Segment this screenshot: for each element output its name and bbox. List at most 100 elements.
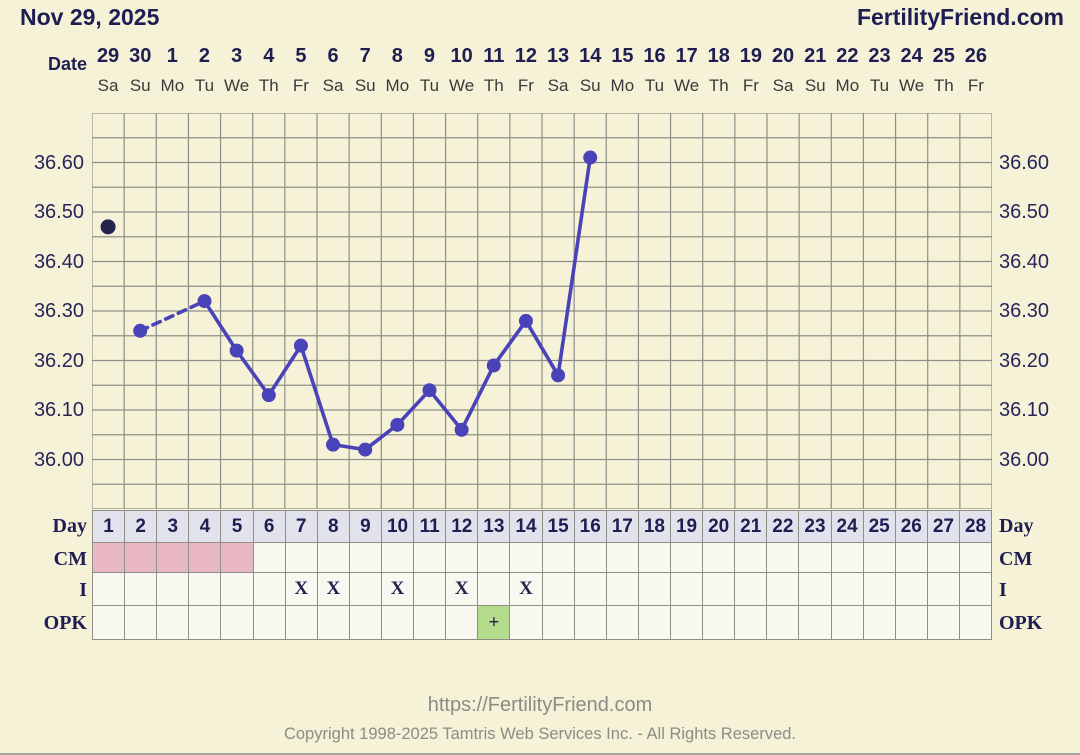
day-number-cell[interactable]: 23	[799, 511, 832, 542]
day-number-cell[interactable]: 17	[606, 511, 639, 542]
date-cell: 29	[96, 45, 120, 67]
intercourse-cell-marked: X	[510, 573, 543, 605]
day-number-cell[interactable]: 3	[157, 511, 190, 542]
day-number-cell[interactable]: 7	[285, 511, 318, 542]
cm-cell	[510, 543, 543, 572]
day-number-cell[interactable]: 15	[542, 511, 575, 542]
temp-dot[interactable]	[454, 422, 469, 437]
weekday-cell: Fr	[967, 76, 984, 95]
weekday-cell: Sa	[547, 76, 569, 95]
day-number-cell[interactable]: 16	[574, 511, 607, 542]
cm-cell	[574, 543, 607, 572]
date-cell: 25	[932, 45, 955, 67]
day-number-cell[interactable]: 11	[414, 511, 447, 542]
cm-cell	[253, 543, 286, 572]
day-number-cell[interactable]: 18	[638, 511, 671, 542]
day-number-cell[interactable]: 20	[703, 511, 736, 542]
cm-cell	[831, 543, 864, 572]
day-number-cell[interactable]: 22	[767, 511, 800, 542]
opk-cell	[414, 606, 447, 639]
weekday-cell: Tu	[419, 76, 440, 95]
day-number-cell[interactable]: 27	[927, 511, 960, 542]
day-number-cell[interactable]: 26	[895, 511, 928, 542]
day-number-cell[interactable]: 4	[189, 511, 222, 542]
i-row-label-left: I	[79, 579, 87, 601]
temp-dot[interactable]	[583, 150, 598, 165]
day-number-cell[interactable]: 8	[317, 511, 350, 542]
temp-dot[interactable]	[229, 343, 244, 358]
temp-dot[interactable]	[422, 383, 437, 398]
cm-cell	[799, 543, 832, 572]
temp-tick-right: 36.20	[999, 349, 1050, 372]
weekday-cell: Th	[708, 76, 729, 95]
intercourse-cell	[735, 573, 768, 605]
temp-dot[interactable]	[261, 388, 276, 403]
temp-dot-discarded[interactable]	[100, 219, 116, 235]
intercourse-cell	[189, 573, 222, 605]
opk-cell	[221, 606, 254, 639]
temp-tick-right: 36.10	[999, 399, 1050, 421]
day-number-cell[interactable]: 14	[510, 511, 543, 542]
day-number-cell[interactable]: 9	[349, 511, 382, 542]
temp-dot[interactable]	[390, 417, 405, 432]
weekday-cell: We	[674, 76, 700, 95]
weekday-cell: Mo	[610, 76, 635, 95]
date-cell: 4	[263, 45, 275, 67]
day-number-cell[interactable]: 2	[125, 511, 158, 542]
opk-cell	[959, 606, 992, 639]
intercourse-cell-marked: X	[285, 573, 318, 605]
temp-dot[interactable]	[197, 294, 212, 309]
day-number-cell[interactable]: 21	[735, 511, 768, 542]
i-row-label-right: I	[999, 579, 1007, 601]
temp-dot[interactable]	[133, 323, 148, 338]
cm-cell	[414, 543, 447, 572]
opk-cell	[638, 606, 671, 639]
cm-cell	[927, 543, 960, 572]
temp-dot[interactable]	[551, 368, 566, 383]
cm-cell	[478, 543, 511, 572]
cycle-start-date: Nov 29, 2025	[20, 4, 160, 30]
weekday-cell: Su	[579, 76, 601, 95]
opk-cell	[799, 606, 832, 639]
weekday-cell: We	[899, 76, 925, 95]
opk-row-label-right: OPK	[999, 612, 1043, 634]
intercourse-cell	[799, 573, 832, 605]
day-number-cell[interactable]: 5	[221, 511, 254, 542]
temp-dot[interactable]	[486, 358, 501, 373]
day-number-cell[interactable]: 1	[93, 511, 126, 542]
date-cell: 6	[327, 45, 339, 67]
opk-cell	[670, 606, 704, 639]
intercourse-cell	[478, 573, 511, 605]
temp-dot[interactable]	[358, 442, 373, 457]
day-number-cell[interactable]: 10	[381, 511, 415, 542]
opk-cell	[510, 606, 543, 639]
weekday-cell: Tu	[194, 76, 215, 95]
temp-tick-right: 36.00	[999, 448, 1050, 471]
temp-line-segment	[299, 343, 335, 447]
day-number-cell[interactable]: 24	[831, 511, 864, 542]
temp-dot[interactable]	[518, 313, 533, 328]
temp-dot[interactable]	[326, 437, 341, 452]
day-number-cell[interactable]: 28	[959, 511, 992, 542]
cm-cell	[735, 543, 768, 572]
cm-cell-menses	[189, 543, 222, 572]
date-cell: 23	[868, 45, 891, 67]
intercourse-cell	[157, 573, 190, 605]
temp-dot[interactable]	[293, 338, 308, 353]
cm-cell-menses	[93, 543, 126, 572]
cm-cell-menses	[221, 543, 254, 572]
intercourse-cell	[638, 573, 671, 605]
day-number-cell[interactable]: 13	[478, 511, 511, 542]
temp-line-missing-day	[138, 299, 207, 333]
day-number-cell[interactable]: 19	[670, 511, 704, 542]
cm-cell	[542, 543, 575, 572]
date-cell: 24	[900, 45, 923, 67]
day-number-cell[interactable]: 25	[863, 511, 896, 542]
day-number-cell[interactable]: 12	[446, 511, 479, 542]
date-cell: 14	[579, 45, 602, 67]
opk-cell	[606, 606, 639, 639]
date-cell: 2	[198, 45, 211, 67]
cm-cell	[767, 543, 800, 572]
day-number-cell[interactable]: 6	[253, 511, 286, 542]
weekday-cell: Mo	[160, 76, 185, 95]
